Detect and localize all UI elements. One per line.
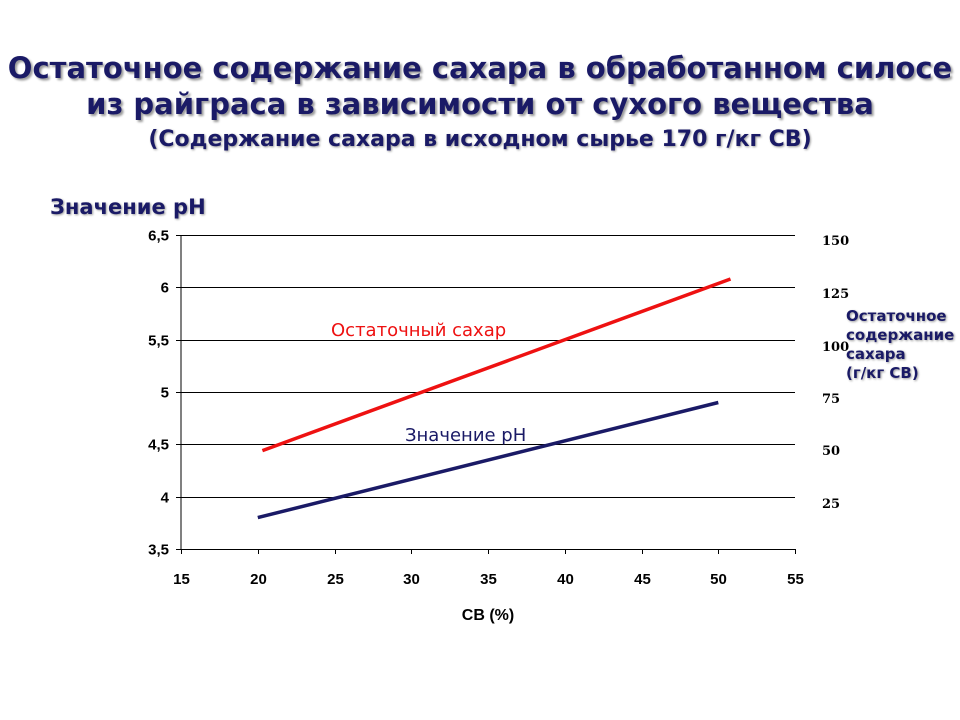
- y2-label-line-3: сахара: [846, 345, 906, 363]
- x-tick-label-2: 25: [327, 571, 344, 588]
- y2-label-line-4: (г/кг СВ): [846, 364, 919, 382]
- x-axis-label: СВ (%): [462, 607, 514, 624]
- x-tick-label-6: 45: [634, 571, 651, 588]
- y2-tick-label-50: 50: [822, 444, 841, 459]
- y2-tick-label-100: 100: [822, 340, 850, 355]
- x-tick-label-1: 20: [250, 571, 267, 588]
- series-line-0: [257, 400, 719, 520]
- y2-tick-label-150: 150: [822, 234, 850, 249]
- y2-label-line-1: Остаточное: [846, 307, 947, 325]
- chart-subtitle: (Содержание сахара в исходном сырье 170 …: [148, 127, 812, 152]
- y-tick-label-0: 3,5: [148, 542, 169, 559]
- chart-title: Остаточное содержание сахара в обработан…: [0, 50, 960, 122]
- x-tick-label-0: 15: [173, 571, 190, 588]
- y-tick-label-6: 6,5: [148, 228, 169, 245]
- y-tick-label-2: 4,5: [148, 437, 169, 454]
- series-label-sugar: Остаточный сахар: [331, 320, 506, 341]
- title-line-1: Остаточное содержание сахара в обработан…: [7, 51, 953, 85]
- title-line-2: из райграса в зависимости от сухого веще…: [86, 87, 874, 121]
- y-axis-label-left: Значение рН: [50, 195, 206, 219]
- series-lines: [257, 277, 732, 520]
- x-tick-label-3: 30: [403, 571, 420, 588]
- series-line-1: [261, 277, 732, 453]
- x-tick-label-8: 55: [787, 571, 804, 588]
- y-tick-label-3: 5: [161, 385, 169, 402]
- series-label-ph: Значение рН: [405, 425, 526, 446]
- y-tick-label-5: 6: [161, 280, 169, 297]
- grid-lines: [181, 235, 795, 498]
- y2-tick-label-75: 75: [822, 392, 841, 407]
- x-tick-label-5: 40: [557, 571, 574, 588]
- x-tick-label-4: 35: [480, 571, 497, 588]
- y-tick-label-1: 4: [161, 490, 170, 507]
- axis-ticks: 3,5 4 4,5 5 5,5 6 6,5 15 20 25 30 35 40 45 50 55: [148, 228, 804, 589]
- y-tick-label-4: 5,5: [148, 333, 169, 350]
- y2-tick-label-25: 25: [822, 497, 841, 512]
- x-tick-label-7: 50: [710, 571, 727, 588]
- y2-label-line-2: содержание: [846, 326, 955, 344]
- y-axis-label-right: Остаточное содержание сахара (г/кг СВ): [846, 307, 958, 383]
- y2-tick-label-125: 125: [822, 287, 850, 302]
